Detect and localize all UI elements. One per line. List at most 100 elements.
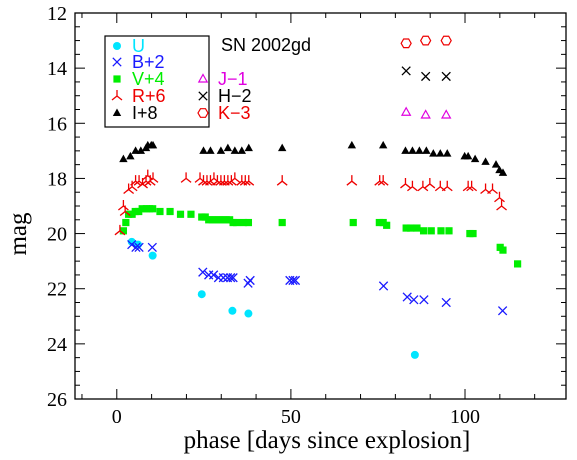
data-point bbox=[421, 71, 431, 82]
chart-title: SN 2002gd bbox=[221, 35, 311, 55]
legend-label: U bbox=[132, 36, 145, 56]
data-point bbox=[346, 175, 358, 186]
data-point bbox=[422, 146, 431, 154]
data-point bbox=[375, 218, 383, 227]
data-point bbox=[198, 175, 209, 186]
data-point bbox=[407, 224, 415, 232]
legend-label: H−2 bbox=[218, 86, 252, 106]
data-point bbox=[199, 146, 208, 154]
x-tick-label: 50 bbox=[281, 406, 301, 428]
data-point bbox=[400, 38, 412, 49]
data-point bbox=[277, 143, 287, 152]
legend-marker bbox=[112, 108, 122, 116]
legend-marker bbox=[111, 90, 123, 101]
y-tick-label: 14 bbox=[47, 58, 67, 80]
data-point bbox=[122, 218, 130, 227]
data-point bbox=[499, 246, 507, 254]
plot-axes: 12 14 16 18 20 22 24 26 0 50 100 bbox=[47, 3, 567, 428]
legend-label: B+2 bbox=[132, 52, 165, 72]
data-point bbox=[166, 207, 174, 216]
y-tick-label: 18 bbox=[47, 168, 67, 190]
series-0 bbox=[127, 237, 419, 359]
data-point bbox=[290, 275, 301, 286]
data-point bbox=[434, 180, 446, 192]
data-point bbox=[216, 146, 226, 154]
series-6 bbox=[401, 66, 451, 82]
data-point bbox=[148, 251, 157, 260]
data-point bbox=[228, 306, 237, 315]
data-point bbox=[440, 35, 452, 46]
data-point bbox=[402, 292, 412, 302]
data-point bbox=[400, 106, 412, 116]
data-point bbox=[420, 109, 431, 119]
series-2 bbox=[119, 205, 522, 268]
legend-label: V+4 bbox=[132, 69, 165, 89]
data-point bbox=[243, 175, 255, 186]
data-point bbox=[212, 175, 223, 186]
data-point bbox=[417, 180, 429, 192]
data-point bbox=[244, 143, 253, 152]
data-point bbox=[130, 175, 141, 186]
data-point bbox=[441, 180, 453, 192]
data-point bbox=[244, 309, 253, 318]
data-point bbox=[437, 227, 445, 235]
data-point bbox=[127, 237, 136, 246]
data-point bbox=[419, 35, 432, 46]
data-point bbox=[469, 229, 477, 238]
data-point bbox=[228, 273, 238, 283]
x-tick-label: 100 bbox=[450, 406, 480, 428]
legend-marker bbox=[113, 75, 121, 83]
data-point bbox=[237, 146, 247, 154]
data-point bbox=[119, 227, 128, 235]
data-point bbox=[441, 71, 451, 82]
data-point bbox=[408, 146, 417, 154]
y-tick-label: 20 bbox=[47, 224, 67, 246]
series-5 bbox=[400, 106, 452, 119]
data-point bbox=[149, 205, 157, 213]
data-point bbox=[424, 177, 436, 189]
data-point bbox=[407, 180, 418, 192]
data-point bbox=[429, 149, 438, 157]
legend-label: R+6 bbox=[132, 86, 166, 106]
data-point bbox=[513, 260, 522, 268]
data-point bbox=[419, 295, 429, 305]
data-point bbox=[401, 66, 411, 76]
data-point bbox=[470, 154, 480, 163]
data-point bbox=[119, 154, 128, 163]
x-axis-title: phase [days since explosion] bbox=[184, 427, 471, 454]
series-7 bbox=[400, 35, 452, 49]
data-marks bbox=[114, 35, 522, 359]
data-point bbox=[218, 175, 230, 186]
data-point bbox=[463, 151, 473, 160]
data-point bbox=[147, 242, 157, 253]
series-1 bbox=[127, 239, 508, 316]
data-point bbox=[278, 218, 286, 227]
data-point bbox=[148, 140, 158, 149]
data-point bbox=[415, 146, 424, 154]
legend-marker bbox=[198, 91, 208, 101]
data-point bbox=[466, 180, 478, 192]
data-point bbox=[378, 140, 388, 149]
data-point bbox=[276, 175, 288, 186]
data-point bbox=[208, 270, 219, 280]
data-point bbox=[225, 273, 236, 283]
data-point bbox=[481, 157, 490, 165]
data-point bbox=[215, 175, 227, 186]
series-3 bbox=[114, 169, 507, 236]
legend-marker bbox=[197, 108, 209, 118]
data-point bbox=[244, 218, 253, 227]
data-point bbox=[136, 146, 146, 154]
x-tick-label: 0 bbox=[112, 406, 122, 428]
data-point bbox=[410, 350, 419, 359]
y-tick-label: 26 bbox=[47, 389, 67, 411]
data-point bbox=[445, 227, 453, 235]
legend-marker bbox=[113, 42, 121, 50]
data-point bbox=[498, 168, 508, 176]
legend-label: J−1 bbox=[218, 69, 248, 89]
data-point bbox=[222, 175, 234, 186]
data-point bbox=[156, 207, 164, 216]
data-point bbox=[147, 172, 159, 183]
data-point bbox=[117, 200, 129, 211]
data-point bbox=[374, 175, 386, 186]
